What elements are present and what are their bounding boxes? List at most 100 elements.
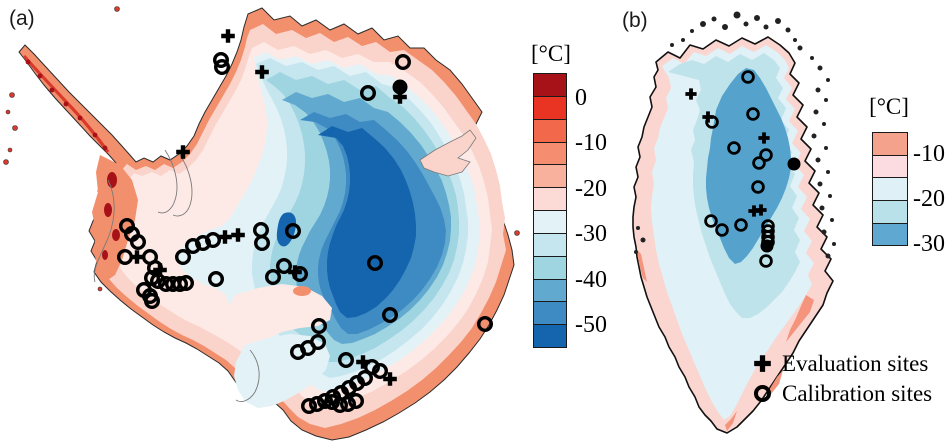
panel-a-label: (a): [9, 7, 35, 30]
colorbar-segment: [534, 96, 566, 120]
evaluation-plus-icon: [754, 355, 771, 372]
calibration-site-marker: [212, 52, 229, 69]
calibration-site-marker: [332, 397, 349, 414]
amery-warm-patch: [419, 129, 477, 177]
calibration-site-marker: [727, 141, 741, 155]
greenland-map: [632, 11, 836, 434]
islet: [813, 109, 819, 115]
calibration-site-marker: [360, 84, 377, 101]
colorbar-a-bar: [533, 73, 567, 349]
calibration-site-marker: [751, 180, 765, 194]
colorbar-tick-label: -50: [575, 312, 607, 339]
colorbar-segment: [534, 302, 566, 326]
evaluation-site-marker: [288, 265, 302, 279]
evaluation-site-marker: [231, 228, 245, 242]
evaluation-site-marker: [218, 230, 232, 244]
islet: [700, 21, 706, 27]
islet: [832, 242, 836, 246]
colorbar-tick-label: -30: [913, 231, 945, 257]
colorbar-segment: [873, 133, 907, 156]
islet: [817, 65, 823, 71]
islet: [743, 21, 749, 27]
evaluation-site-marker: [153, 263, 167, 277]
calibration-site-marker: [367, 255, 384, 272]
islet: [754, 15, 760, 21]
westcoast-warm-blotch: [92, 155, 138, 282]
greenland-site-markers: [685, 70, 801, 268]
calibration-site-marker: [253, 234, 270, 251]
colorbar-segment: [534, 188, 566, 212]
calibration-circle-icon: [753, 384, 772, 403]
colorbar-tick-label: -10: [913, 141, 945, 168]
colorbar-segment: [534, 256, 566, 280]
islet: [811, 133, 817, 139]
calibration-site-marker: [734, 218, 748, 232]
islet: [810, 56, 814, 60]
islet: [636, 226, 640, 230]
colorbar-segment: [534, 165, 566, 189]
calibration-site-marker: [338, 352, 355, 369]
sites-legend: Evaluation sites Calibration sites: [752, 350, 932, 407]
islet: [826, 78, 830, 82]
colorbar-b: [°C] -10 -20 -30: [866, 94, 950, 256]
islet: [793, 38, 797, 42]
calibration-site-marker: [741, 70, 755, 84]
calibration-site-marker: [348, 393, 365, 410]
colorbar-tick-label: -20: [575, 175, 607, 202]
calibration-site-marker: [704, 214, 718, 228]
islet: [824, 98, 828, 102]
calibration-site-marker: [715, 223, 729, 237]
calibration-site-marker: [213, 59, 230, 76]
colorbar-segment: [534, 211, 566, 234]
evaluation-site-marker: [685, 88, 697, 100]
panel-b-label: (b): [622, 9, 648, 32]
calibration-site-marker: [372, 363, 389, 380]
colorbar-segment: [534, 142, 566, 166]
calibration-site-marker: [746, 107, 760, 121]
filled-site-marker: [787, 157, 801, 171]
colorbar-a-title: [°C]: [531, 41, 571, 66]
calibration-site-marker: [382, 307, 399, 324]
calibration-site-marker: [171, 276, 188, 293]
islet: [826, 170, 830, 174]
antarctic-islets: [3, 6, 520, 292]
calibration-site-marker: [265, 269, 282, 286]
calibration-site-marker: [752, 156, 766, 170]
calibration-site-marker: [285, 222, 302, 239]
peninsula-spine: [22, 54, 110, 153]
islet: [830, 218, 834, 222]
colorbar-tick-label: 0: [575, 84, 587, 111]
evaluation-site-marker: [176, 145, 190, 159]
calibration-site-marker: [290, 344, 307, 361]
evaluation-site-marker: [702, 111, 714, 123]
evaluation-site-marker: [393, 90, 407, 104]
calibration-site-marker: [395, 54, 412, 71]
transantarctic-warm-wedge: [228, 284, 332, 345]
colorbar-segment: [873, 200, 907, 224]
antarctica-band-neg55-core: [318, 126, 416, 318]
colorbar-b-title: [°C]: [869, 94, 909, 119]
evaluation-site-marker: [130, 250, 144, 264]
evaluation-site-marker: [356, 355, 370, 369]
salmon-spot: [293, 286, 311, 296]
islet: [640, 237, 646, 243]
colorbar-segment: [873, 223, 907, 246]
colorbar-tick-label: -40: [575, 266, 607, 293]
calibration-site-marker: [309, 396, 326, 413]
islet: [819, 205, 825, 211]
calibration-site-marker: [759, 254, 773, 268]
islet: [681, 38, 685, 42]
colorbar-segment: [534, 233, 566, 257]
evaluation-site-marker: [255, 65, 269, 79]
calibration-site-marker: [276, 258, 293, 275]
islet: [822, 122, 826, 126]
calibration-site-marker: [204, 231, 221, 248]
calibration-site-marker: [311, 318, 328, 335]
islet: [825, 253, 831, 259]
evaluation-site-marker: [221, 29, 235, 43]
colorbar-segment: [873, 155, 907, 179]
evaluation-legend-label: Evaluation sites: [782, 351, 929, 376]
islet: [634, 250, 638, 254]
colorbar-tick-label: -10: [575, 130, 607, 157]
